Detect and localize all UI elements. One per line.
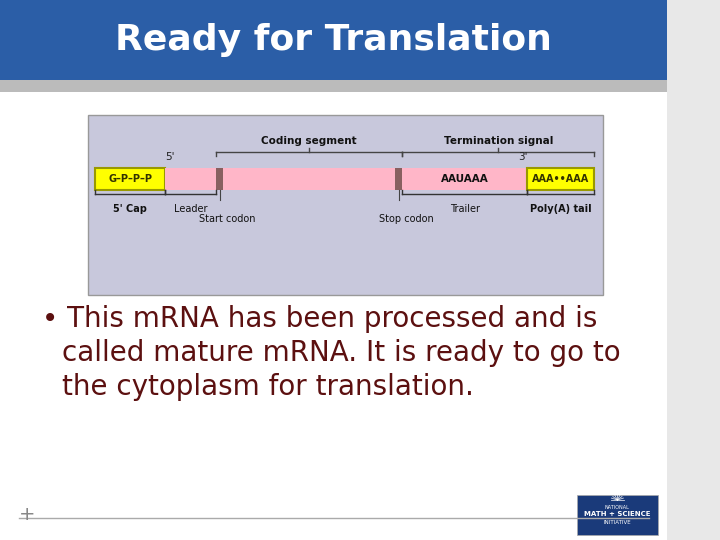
Text: called mature mRNA. It is ready to go to: called mature mRNA. It is ready to go to: [62, 339, 621, 367]
Text: 5' Cap: 5' Cap: [113, 204, 147, 214]
Text: Poly(A) tail: Poly(A) tail: [530, 204, 592, 214]
FancyBboxPatch shape: [0, 92, 667, 540]
Text: AAA••AAA: AAA••AAA: [532, 174, 590, 184]
Text: +: +: [19, 505, 35, 524]
FancyBboxPatch shape: [0, 0, 667, 80]
Text: AAUAAA: AAUAAA: [441, 174, 489, 184]
Text: 5': 5': [165, 152, 174, 162]
Text: Termination signal: Termination signal: [444, 136, 553, 146]
Text: NATIONAL: NATIONAL: [605, 505, 630, 510]
FancyBboxPatch shape: [216, 168, 223, 190]
Text: Trailer: Trailer: [450, 204, 480, 214]
FancyBboxPatch shape: [577, 495, 658, 535]
Text: INITIATIVE: INITIATIVE: [603, 520, 631, 525]
Text: • This mRNA has been processed and is: • This mRNA has been processed and is: [42, 305, 597, 333]
FancyBboxPatch shape: [528, 168, 594, 190]
FancyBboxPatch shape: [395, 168, 402, 190]
Text: Leader: Leader: [174, 204, 207, 214]
Text: the cytoplasm for translation.: the cytoplasm for translation.: [62, 373, 474, 401]
Text: Start codon: Start codon: [199, 214, 256, 224]
Text: Ready for Translation: Ready for Translation: [115, 23, 552, 57]
FancyBboxPatch shape: [223, 168, 395, 190]
FancyBboxPatch shape: [96, 168, 165, 190]
FancyBboxPatch shape: [88, 115, 603, 295]
FancyBboxPatch shape: [165, 168, 216, 190]
Text: Coding segment: Coding segment: [261, 136, 357, 146]
Text: MATH + SCIENCE: MATH + SCIENCE: [584, 511, 651, 517]
Text: G–P–P–P: G–P–P–P: [108, 174, 152, 184]
Text: 3': 3': [518, 152, 528, 162]
FancyBboxPatch shape: [0, 80, 667, 92]
Text: Stop codon: Stop codon: [379, 214, 433, 224]
FancyBboxPatch shape: [402, 168, 528, 190]
